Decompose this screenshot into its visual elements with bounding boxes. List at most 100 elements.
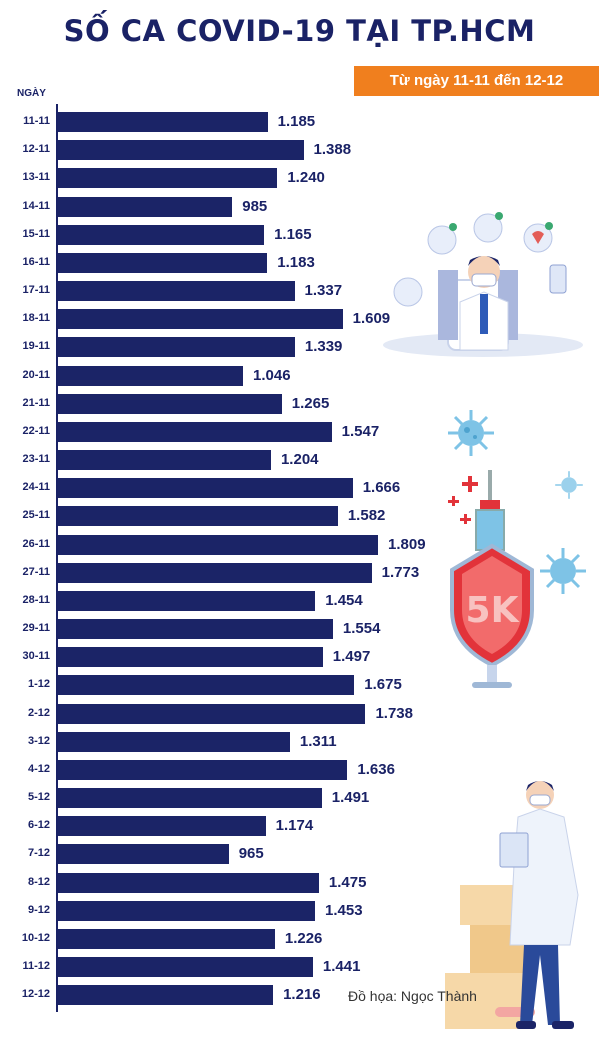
value-label: 1.337 bbox=[304, 282, 343, 300]
value-label: 1.441 bbox=[322, 958, 361, 976]
tick-label: 25-11 bbox=[22, 509, 50, 522]
value-label: 1.216 bbox=[283, 986, 321, 1004]
tick-label: 1-12 bbox=[27, 678, 50, 691]
bar bbox=[58, 196, 233, 217]
value-label: 1.809 bbox=[388, 535, 426, 553]
value-label: 1.554 bbox=[342, 620, 381, 638]
value-label: 1.226 bbox=[284, 929, 323, 947]
shield-5k-label: 5K bbox=[466, 590, 520, 631]
tick-label: 12-12 bbox=[21, 988, 50, 1001]
tick-label: 12-11 bbox=[22, 143, 50, 156]
chart-subtitle: Từ ngày 11-11 đến 12-12 bbox=[354, 66, 599, 96]
value-label: 1.475 bbox=[328, 873, 367, 891]
tick-label: 21-11 bbox=[22, 396, 50, 409]
bar bbox=[58, 957, 313, 978]
tick-label: 19-11 bbox=[22, 340, 50, 353]
tick-label: 16-11 bbox=[22, 255, 50, 268]
value-label: 1.165 bbox=[274, 225, 312, 243]
tick-label: 6-12 bbox=[27, 819, 50, 832]
tick-label: 27-11 bbox=[22, 565, 50, 578]
tick-label: 15-11 bbox=[22, 227, 50, 240]
value-label: 1.388 bbox=[313, 141, 352, 159]
value-label: 1.773 bbox=[381, 563, 420, 581]
tick-label: 23-11 bbox=[22, 453, 50, 466]
bar bbox=[58, 562, 372, 583]
value-label: 1.675 bbox=[364, 676, 402, 694]
value-label: 1.204 bbox=[280, 451, 319, 469]
value-label: 1.666 bbox=[362, 479, 401, 497]
doctor-with-patients-icon bbox=[383, 212, 583, 357]
tick-label: 8-12 bbox=[27, 875, 50, 888]
bar bbox=[58, 647, 323, 668]
doctor-with-clipboard-icon bbox=[445, 781, 579, 1029]
tick-label: 11-11 bbox=[23, 115, 50, 127]
tick-label: 4-12 bbox=[27, 762, 50, 775]
value-label: 1.453 bbox=[325, 901, 363, 919]
bar bbox=[58, 928, 275, 949]
bar bbox=[58, 844, 229, 865]
tick-label: 26-11 bbox=[22, 537, 50, 550]
value-label: 1.311 bbox=[299, 732, 337, 750]
y-axis-title: NGÀY bbox=[17, 88, 46, 99]
bar bbox=[58, 675, 355, 696]
bar bbox=[58, 985, 274, 1006]
y-axis-line bbox=[56, 104, 58, 1012]
vaccine-syringe-5k-icon: 5K bbox=[448, 470, 534, 688]
tick-label: 11-12 bbox=[22, 960, 50, 973]
tick-label: 3-12 bbox=[27, 734, 50, 747]
bar bbox=[58, 872, 319, 893]
value-label: 1.183 bbox=[277, 253, 315, 271]
value-label: 1.609 bbox=[352, 310, 391, 328]
chart-title: SỐ CA COVID-19 TẠI TP.HCM bbox=[63, 14, 536, 48]
value-label: 1.265 bbox=[291, 394, 330, 412]
value-label: 1.185 bbox=[277, 113, 316, 130]
bar bbox=[58, 788, 322, 809]
value-label: 1.582 bbox=[347, 507, 386, 525]
tick-label: 22-11 bbox=[22, 424, 50, 437]
value-label: 985 bbox=[242, 197, 268, 215]
virus-icon bbox=[540, 548, 586, 594]
bar bbox=[58, 703, 366, 724]
bar bbox=[58, 759, 348, 780]
bar bbox=[58, 731, 290, 752]
tick-label: 20-11 bbox=[22, 368, 50, 381]
tick-label: 28-11 bbox=[22, 593, 50, 606]
bar bbox=[58, 619, 333, 640]
value-label: 1.046 bbox=[253, 366, 291, 384]
virus-icon bbox=[448, 410, 494, 456]
value-label: 1.636 bbox=[357, 760, 395, 778]
bar bbox=[58, 590, 316, 611]
credit-label: Đồ họa: Ngọc Thành bbox=[348, 988, 477, 1004]
bar bbox=[58, 534, 378, 555]
tick-label: 18-11 bbox=[22, 312, 50, 325]
bar bbox=[58, 337, 295, 358]
virus-icon bbox=[555, 471, 583, 499]
tick-label: 5-12 bbox=[27, 791, 50, 804]
value-label: 1.454 bbox=[325, 591, 363, 609]
tick-label: 9-12 bbox=[27, 903, 50, 916]
tick-label: 29-11 bbox=[22, 622, 50, 635]
tick-label: 14-11 bbox=[22, 199, 50, 212]
bar bbox=[58, 365, 244, 386]
bar bbox=[58, 252, 268, 273]
bar bbox=[58, 140, 304, 161]
bar bbox=[58, 112, 268, 132]
bar bbox=[58, 393, 282, 414]
value-label: 1.491 bbox=[331, 789, 370, 807]
tick-label: 30-11 bbox=[22, 650, 50, 663]
value-label: 1.174 bbox=[275, 817, 314, 835]
tick-label: 13-11 bbox=[22, 171, 50, 184]
bar bbox=[58, 900, 316, 921]
value-label: 965 bbox=[238, 845, 264, 863]
bar bbox=[58, 224, 265, 245]
value-label: 1.240 bbox=[287, 169, 325, 187]
bar bbox=[58, 168, 278, 189]
tick-label: 7-12 bbox=[27, 847, 50, 860]
value-label: 1.738 bbox=[375, 704, 413, 722]
tick-label: 24-11 bbox=[22, 481, 50, 494]
bar bbox=[58, 281, 295, 302]
value-label: 1.547 bbox=[341, 422, 380, 440]
bar bbox=[58, 309, 343, 330]
bar bbox=[58, 450, 271, 471]
